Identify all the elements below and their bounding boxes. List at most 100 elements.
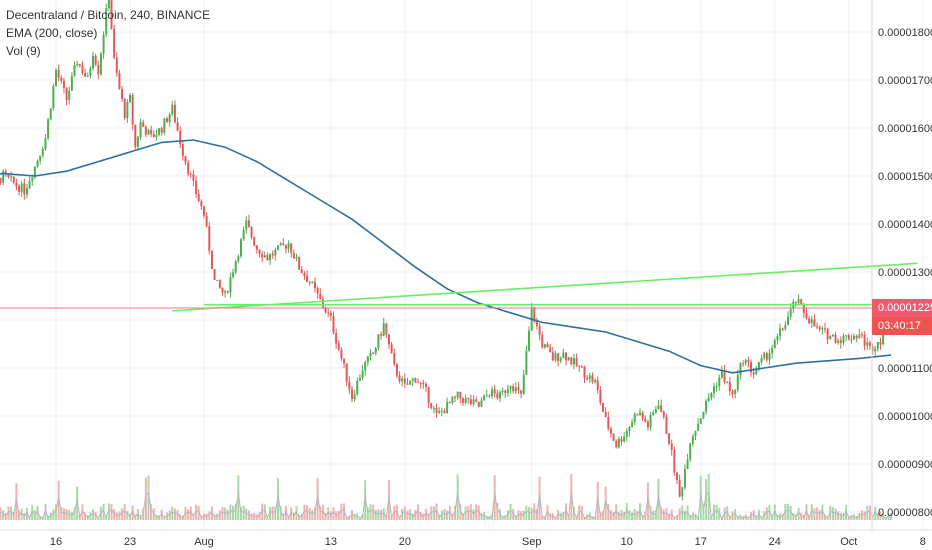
x-tick-label: 16 [50,536,62,548]
candle-body [831,335,834,337]
candle-body [837,340,840,343]
volume-bar [646,482,649,520]
volume-bar [863,511,866,520]
volume-bar [31,505,34,520]
volume-bar [253,513,256,520]
candle-body [261,253,264,258]
candle-body [707,397,710,401]
volume-bar [631,512,634,520]
trendline[interactable] [172,262,918,312]
volume-bar [446,510,449,520]
volume-bar [7,506,10,520]
volume-bar [525,505,528,520]
candle-body [823,328,826,330]
volume-bars [0,473,893,520]
time-axis[interactable]: 16 23 Aug 13 20 Sep 10 17 24 Oct 8 [50,536,926,548]
candle-body [533,307,536,322]
candle-body [781,328,784,330]
volume-bar [255,514,258,520]
candle-body [551,351,554,361]
volume-bar [350,510,353,520]
volume-bar [234,504,237,520]
volume-bar [57,480,60,520]
volume-bar [567,514,570,520]
candle-body [84,73,87,77]
volume-bar [152,508,155,520]
volume-bar [649,506,652,520]
candle-body [557,353,560,361]
candle-body [731,391,734,395]
volume-bar [876,512,879,520]
candle-body [850,339,853,341]
volume-bar [343,503,346,520]
candle-body [218,279,221,288]
volume-bar [546,505,549,520]
volume-bar [469,504,472,520]
volume-bar [422,513,425,520]
candle-body [395,364,398,376]
volume-bar [713,504,716,520]
candle-body [879,342,882,345]
candle-body [440,410,443,412]
candle-body [247,220,250,227]
candle-body [129,95,132,102]
volume-bar [68,509,71,520]
volume-bar [483,512,486,520]
volume-bar [295,506,298,520]
candle-body [213,269,216,280]
candle-body [871,345,874,352]
volume-bar [789,506,792,520]
volume-bar [800,512,803,520]
volume-bar [874,506,877,520]
volume-bar [821,504,824,520]
volume-bar [496,503,499,520]
volume-bar [763,511,766,520]
volume-bar [52,509,55,520]
volume-bar [366,507,369,520]
volume-bar [218,510,221,520]
candle-body [752,372,755,375]
candle-body [821,328,824,330]
volume-bar [723,507,726,520]
volume-bar [303,504,306,520]
volume-bar [464,506,467,520]
volume-bar [517,510,520,520]
volume-bar [269,507,272,520]
candle-body [512,386,515,392]
candle-body [319,293,322,299]
candle-body [136,137,139,147]
candle-body [776,336,779,341]
volume-bar [528,506,531,520]
volume-bar [189,506,192,520]
candle-body [575,358,578,366]
y-tick-label: 0.00001000 [878,411,932,423]
bar-countdown-tag: 03:40:17 [872,317,932,335]
volume-indicator-label[interactable]: Vol (9) [6,44,41,58]
candle-body [60,77,63,81]
volume-bar [615,504,618,520]
symbol-title[interactable]: Decentraland / Bitcoin, 240, BINANCE [6,8,211,22]
candle-body [121,89,124,100]
volume-bar [274,506,277,520]
volume-bar [430,506,433,520]
volume-bar [710,516,713,520]
price-axis[interactable]: 0.000020000.000019000.000018000.00001700… [878,0,932,519]
candle-body [602,402,605,412]
candle-body [234,261,237,273]
candle-body [150,130,153,134]
candle-body [205,215,208,227]
volume-bar [306,505,309,520]
candle-body [683,468,686,488]
candle-body [337,343,340,350]
candle-body [720,369,723,378]
trendlines[interactable] [172,262,918,312]
volume-bar [578,505,581,520]
candle-body [350,389,353,400]
candle-body [615,440,618,448]
candle-body [377,334,380,348]
candle-body [432,407,435,409]
volume-bar [131,505,134,520]
ema-indicator-label[interactable]: EMA (200, close) [6,26,98,40]
candle-body [171,104,174,115]
